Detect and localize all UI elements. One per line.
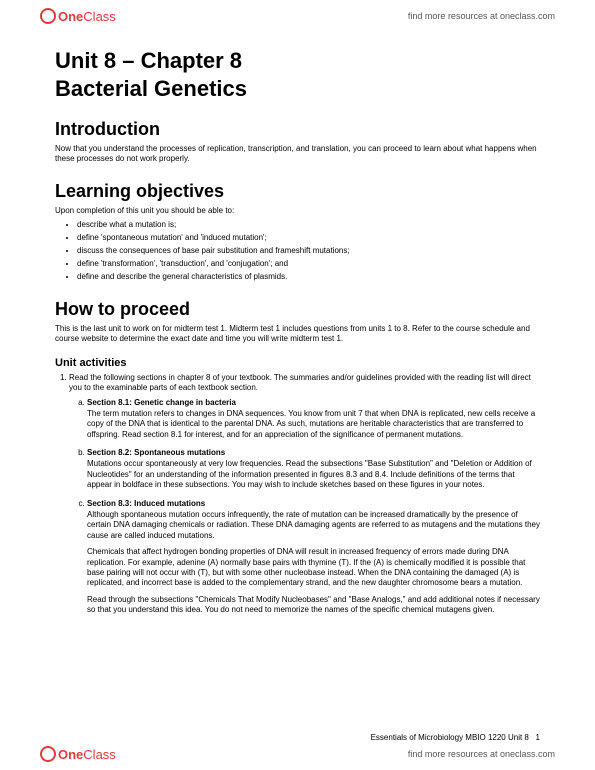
logo-icon xyxy=(40,8,56,24)
section-paragraph: Mutations occur spontaneously at very lo… xyxy=(87,459,540,490)
section-body: The term mutation refers to changes in D… xyxy=(87,409,540,440)
section-paragraph: Although spontaneous mutation occurs inf… xyxy=(87,510,540,541)
objective-item: describe what a mutation is; xyxy=(77,219,540,231)
objectives-lead: Upon completion of this unit you should … xyxy=(55,206,540,216)
doc-title-line1: Unit 8 – Chapter 8 xyxy=(55,48,540,74)
section-title: Section 8.2: Spontaneous mutations xyxy=(87,448,225,457)
objective-item: define and describe the general characte… xyxy=(77,271,540,283)
section-item: Section 8.1: Genetic change in bacteria … xyxy=(87,398,540,441)
intro-text: Now that you understand the processes of… xyxy=(55,144,540,165)
brand-logo-footer: OneClass xyxy=(40,746,116,762)
section-item: Section 8.3: Induced mutations Although … xyxy=(87,499,540,616)
section-body: Although spontaneous mutation occurs inf… xyxy=(87,510,540,616)
page-footer-info: Essentials of Microbiology MBIO 1220 Uni… xyxy=(371,733,540,742)
objectives-list: describe what a mutation is; define 'spo… xyxy=(55,219,540,283)
course-info: Essentials of Microbiology MBIO 1220 Uni… xyxy=(371,733,529,742)
page-header: OneClass find more resources at oneclass… xyxy=(0,0,595,28)
page-footer-bottom: OneClass find more resources at oneclass… xyxy=(0,746,595,762)
activity-lead: Read the following sections in chapter 8… xyxy=(69,373,531,392)
document-content: Unit 8 – Chapter 8 Bacterial Genetics In… xyxy=(0,28,595,616)
section-body: Mutations occur spontaneously at very lo… xyxy=(87,459,540,490)
section-paragraph: Read through the subsections "Chemicals … xyxy=(87,595,540,616)
section-paragraph: Chemicals that affect hydrogen bonding p… xyxy=(87,547,540,589)
section-paragraph: The term mutation refers to changes in D… xyxy=(87,409,540,440)
doc-title-line2: Bacterial Genetics xyxy=(55,76,540,102)
page-number: 1 xyxy=(536,733,540,742)
intro-heading: Introduction xyxy=(55,119,540,140)
activity-item: Read the following sections in chapter 8… xyxy=(69,373,540,616)
logo-text: OneClass xyxy=(58,9,116,24)
brand-logo: OneClass xyxy=(40,8,116,24)
activities-list: Read the following sections in chapter 8… xyxy=(55,373,540,616)
footer-resource-link[interactable]: find more resources at oneclass.com xyxy=(408,749,555,759)
logo-icon xyxy=(40,746,56,762)
proceed-heading: How to proceed xyxy=(55,299,540,320)
logo-text: OneClass xyxy=(58,747,116,762)
sections-list: Section 8.1: Genetic change in bacteria … xyxy=(69,398,540,616)
section-title: Section 8.1: Genetic change in bacteria xyxy=(87,398,236,407)
header-resource-link[interactable]: find more resources at oneclass.com xyxy=(408,11,555,21)
objectives-heading: Learning objectives xyxy=(55,181,540,202)
objective-item: define 'spontaneous mutation' and 'induc… xyxy=(77,232,540,244)
section-title: Section 8.3: Induced mutations xyxy=(87,499,205,508)
proceed-text: This is the last unit to work on for mid… xyxy=(55,324,540,345)
section-item: Section 8.2: Spontaneous mutations Mutat… xyxy=(87,448,540,491)
activities-heading: Unit activities xyxy=(55,357,540,369)
objective-item: discuss the consequences of base pair su… xyxy=(77,245,540,257)
objective-item: define 'transformation', 'transduction',… xyxy=(77,258,540,270)
